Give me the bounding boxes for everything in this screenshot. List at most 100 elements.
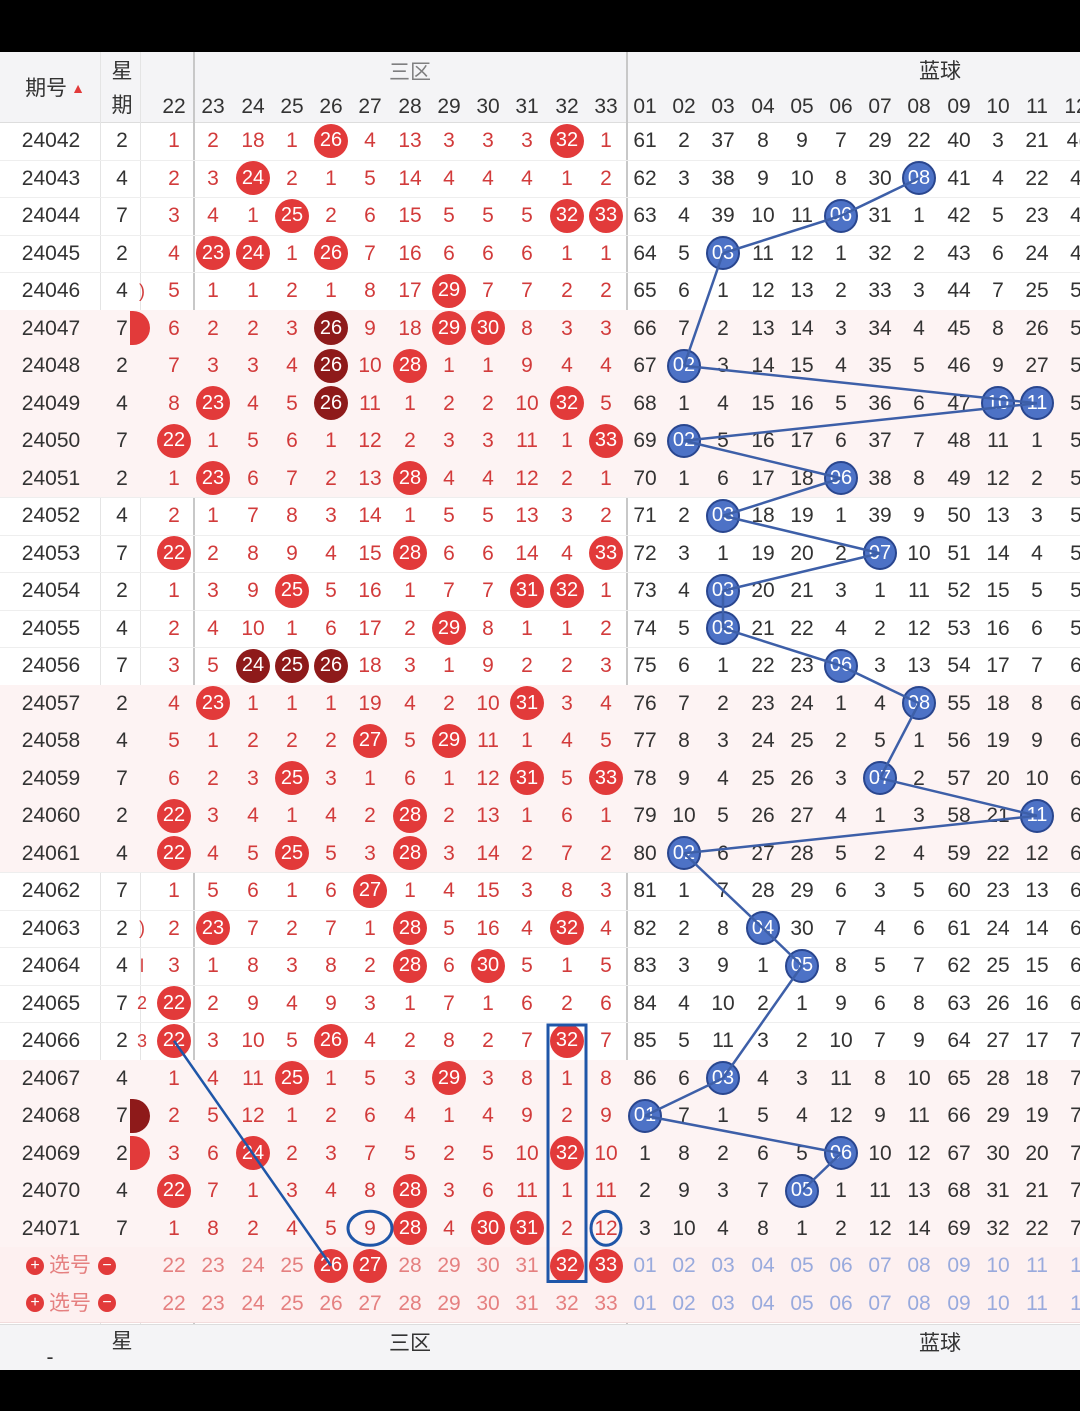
blue-select-option[interactable]: 1 [1070,1254,1080,1278]
blue-select-option[interactable]: 09 [947,1254,971,1278]
red-select-option[interactable]: 33 [594,1291,618,1315]
red-select-option[interactable]: 29 [437,1254,461,1278]
miss-count: 11 [242,1066,264,1090]
add-icon[interactable]: + [26,1256,44,1275]
select-label[interactable]: 选号 [49,1291,91,1315]
miss-count: 8 [561,879,573,903]
blue-select-option[interactable]: 10 [986,1291,1010,1315]
miss-count: 2 [247,729,259,753]
remove-icon[interactable]: − [98,1294,116,1313]
blue-miss-count: 2 [913,766,925,790]
blue-select-option[interactable]: 07 [868,1254,892,1278]
blue-miss-count: 5 [835,391,847,415]
selected-red-ball[interactable]: 26 [314,1248,348,1283]
red-select-option[interactable]: 32 [555,1291,579,1315]
miss-count: 2 [286,279,298,303]
blue-select-option[interactable]: 06 [829,1291,853,1315]
red-select-option[interactable]: 31 [515,1291,539,1315]
blue-miss-count: 2 [835,279,847,303]
blue-select-option[interactable]: 02 [672,1291,696,1315]
blue-select-option[interactable]: 04 [751,1291,775,1315]
red-select-option[interactable]: 30 [476,1291,500,1315]
miss-count: 1 [247,1179,259,1203]
selected-red-ball[interactable]: 33 [589,1248,623,1283]
blue-select-option[interactable]: 11 [1026,1291,1048,1315]
red-ball: 33 [589,761,623,796]
blue-ball: 06 [824,1136,858,1171]
blue-select-option[interactable]: 10 [986,1254,1010,1278]
blue-miss-count: 22 [751,654,775,678]
blue-select-option[interactable]: 02 [672,1254,696,1278]
blue-miss-count: 14 [986,541,1010,565]
blue-ball: 11 [1020,798,1054,833]
sort-updown-icon[interactable]: ▲ [71,80,85,96]
blue-miss-count: 47 [947,391,971,415]
red-select-option[interactable]: 29 [437,1291,461,1315]
miss-count: 1 [521,804,533,828]
remove-icon[interactable]: − [98,1256,116,1275]
blue-miss-count: 4 [874,916,886,940]
blue-select-option[interactable]: 03 [711,1254,735,1278]
blue-select-option[interactable]: 01 [633,1254,657,1278]
red-ball: 31 [510,573,544,608]
blue-miss-count: 6 [1070,954,1080,978]
add-icon[interactable]: + [26,1294,44,1313]
blue-select-option[interactable]: 08 [907,1291,931,1315]
red-select-option[interactable]: 28 [398,1254,422,1278]
red-select-option[interactable]: 30 [476,1254,500,1278]
red-ball: 32 [550,198,584,233]
miss-count: 6 [364,1104,376,1128]
red-select-option[interactable]: 25 [280,1291,304,1315]
red-ball: 22 [157,536,191,571]
red-select-option[interactable]: 23 [201,1291,225,1315]
blue-miss-count: 17 [1025,1029,1049,1053]
blue-miss-count: 5 [1070,616,1080,640]
red-select-option[interactable]: 22 [162,1254,186,1278]
miss-count: 5 [168,729,180,753]
weekday: 4 [116,841,128,865]
selected-red-ball[interactable]: 32 [550,1248,584,1283]
lottery-trend-chart[interactable]: 期号 ▲ 星 期 三区 蓝球 22 23 24 25 26 27 28 29 30 31 32 33 01… [0,52,1080,1370]
blue-miss-count: 2 [835,1216,847,1240]
blue-select-option[interactable]: 09 [947,1291,971,1315]
red-select-option[interactable]: 22 [162,1291,186,1315]
blue-select-option[interactable]: 1 [1070,1291,1080,1315]
red-column-header: 26 [319,94,343,118]
blue-select-option[interactable]: 01 [633,1291,657,1315]
blue-select-option[interactable]: 05 [790,1254,814,1278]
miss-count: 1 [561,1066,573,1090]
red-select-option[interactable]: 27 [358,1291,382,1315]
blue-miss-count: 35 [868,354,892,378]
week-header-bottom: 期 [111,93,133,117]
blue-select-option[interactable]: 08 [907,1254,931,1278]
blue-select-option[interactable]: 04 [751,1254,775,1278]
red-select-option[interactable]: 25 [280,1254,304,1278]
blue-miss-count: 4 [1070,166,1080,190]
miss-count: 6 [207,1141,219,1165]
select-label[interactable]: 选号 [49,1254,91,1278]
red-select-option[interactable]: 24 [241,1254,265,1278]
blue-miss-count: 25 [986,954,1010,978]
blue-ball: 05 [785,1173,819,1208]
blue-select-option[interactable]: 07 [868,1291,892,1315]
red-ball: 29 [432,1061,466,1096]
blue-select-option[interactable]: 03 [711,1291,735,1315]
selected-red-ball[interactable]: 27 [353,1248,387,1283]
period-header[interactable]: 期号 ▲ [10,70,100,106]
red-select-option[interactable]: 24 [241,1291,265,1315]
blue-select-option[interactable]: 11 [1026,1254,1048,1278]
blue-miss-count: 2 [913,241,925,265]
miss-count: 5 [404,729,416,753]
blue-select-option[interactable]: 06 [829,1254,853,1278]
miss-count: 16 [398,241,422,265]
red-select-option[interactable]: 23 [201,1254,225,1278]
blue-miss-count: 14 [751,354,775,378]
red-select-option[interactable]: 26 [319,1291,343,1315]
select-row [0,1284,1080,1323]
red-select-option[interactable]: 31 [515,1254,539,1278]
blue-miss-count: 6 [1070,766,1080,790]
red-select-option[interactable]: 28 [398,1291,422,1315]
blue-miss-count: 8 [992,316,1004,340]
red-ball: 25 [275,573,309,608]
blue-select-option[interactable]: 05 [790,1291,814,1315]
